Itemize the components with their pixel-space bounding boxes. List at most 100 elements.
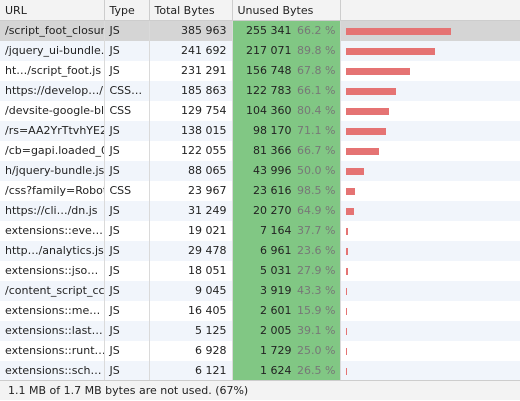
unused-bytes-value: 6 961: [238, 244, 292, 257]
table-row[interactable]: /cb=gapi.loaded_0 JS 122 055 81 366 66.7 %: [0, 141, 520, 161]
column-header-usage-visualization[interactable]: [340, 0, 520, 21]
type-cell: JS: [104, 341, 149, 361]
unused-bytes-cell: 2 601 15.9 %: [232, 301, 340, 321]
total-bytes-cell: 18 051: [149, 261, 232, 281]
url-cell[interactable]: /script_foot_closure: [0, 21, 104, 41]
url-cell[interactable]: ht…/script_foot.js: [0, 61, 104, 81]
table-row[interactable]: /rs=AA2YrTtvhYE2 JS 138 015 98 170 71.1 %: [0, 121, 520, 141]
url-cell[interactable]: extensions::last…: [0, 321, 104, 341]
total-bytes-cell: 19 021: [149, 221, 232, 241]
type-cell: JS: [104, 201, 149, 221]
table-row[interactable]: extensions::eve… JS 19 021 7 164 37.7 %: [0, 221, 520, 241]
table-row[interactable]: /content_script_cc JS 9 045 3 919 43.3 %: [0, 281, 520, 301]
type-cell: JS: [104, 261, 149, 281]
usage-bar-cell: [340, 341, 520, 361]
total-bytes-cell: 241 692: [149, 41, 232, 61]
usage-bar-cell: [340, 201, 520, 221]
total-bytes-cell: 23 967: [149, 181, 232, 201]
unused-bytes-value: 81 366: [238, 144, 292, 157]
usage-bar: [346, 268, 516, 275]
url-cell[interactable]: extensions::eve…: [0, 221, 104, 241]
url-cell[interactable]: /jquery_ui-bundle.js: [0, 41, 104, 61]
column-header-unused-bytes[interactable]: Unused Bytes: [232, 0, 340, 21]
usage-bar: [346, 108, 516, 115]
url-cell[interactable]: /content_script_cc: [0, 281, 104, 301]
unused-percent: 98.5 %: [292, 184, 336, 197]
type-cell: JS: [104, 161, 149, 181]
table-row[interactable]: ht…/script_foot.js JS 231 291 156 748 67.8 %: [0, 61, 520, 81]
usage-bar-cell: [340, 61, 520, 81]
usage-bar: [346, 348, 516, 355]
usage-bar-cell: [340, 21, 520, 41]
table-row[interactable]: https://develop…/CSS… 185 863 122 783 66.1 …: [0, 81, 520, 101]
type-cell: CSS: [104, 101, 149, 121]
usage-bar-cell: [340, 121, 520, 141]
unused-percent: 80.4 %: [292, 104, 336, 117]
type-cell: JS: [104, 221, 149, 241]
unused-bytes-cell: 98 170 71.1 %: [232, 121, 340, 141]
used-bytes-bar: [346, 208, 354, 215]
usage-bar: [346, 148, 516, 155]
table-row[interactable]: /jquery_ui-bundle.js JS 241 692 217 071 89.8…: [0, 41, 520, 61]
unused-bytes-cell: 156 748 67.8 %: [232, 61, 340, 81]
status-bar: 1.1 MB of 1.7 MB bytes are not used. (67…: [0, 380, 520, 400]
table-row[interactable]: /css?family=Roboto CSS 23 967 23 616 98.5 %: [0, 181, 520, 201]
usage-bar: [346, 308, 516, 315]
unused-percent: 26.5 %: [292, 364, 336, 377]
unused-percent: 66.7 %: [292, 144, 336, 157]
usage-bar: [346, 68, 516, 75]
usage-bar: [346, 28, 516, 35]
url-cell[interactable]: extensions::runt…: [0, 341, 104, 361]
url-cell[interactable]: extensions::me…: [0, 301, 104, 321]
url-cell[interactable]: h/jquery-bundle.js: [0, 161, 104, 181]
type-cell: CSS…: [104, 81, 149, 101]
unused-bytes-value: 43 996: [238, 164, 292, 177]
usage-bar-cell: [340, 221, 520, 241]
url-cell[interactable]: http…/analytics.js: [0, 241, 104, 261]
column-header-total-bytes[interactable]: Total Bytes: [149, 0, 232, 21]
table-row[interactable]: /devsite-google-bl CSS 129 754 104 360 80.4 …: [0, 101, 520, 121]
column-header-url[interactable]: URL: [0, 0, 104, 21]
url-cell[interactable]: /devsite-google-bl: [0, 101, 104, 121]
unused-percent: 15.9 %: [292, 304, 336, 317]
column-header-type[interactable]: Type: [104, 0, 149, 21]
url-cell[interactable]: /css?family=Roboto: [0, 181, 104, 201]
type-cell: JS: [104, 241, 149, 261]
unused-percent: 23.6 %: [292, 244, 336, 257]
table-row[interactable]: http…/analytics.js JS 29 478 6 961 23.6 %: [0, 241, 520, 261]
total-bytes-cell: 122 055: [149, 141, 232, 161]
usage-bar: [346, 328, 516, 335]
unused-bytes-cell: 6 961 23.6 %: [232, 241, 340, 261]
unused-bytes-cell: 1 624 26.5 %: [232, 361, 340, 381]
url-cell[interactable]: /rs=AA2YrTtvhYE2: [0, 121, 104, 141]
url-cell[interactable]: extensions::jso…: [0, 261, 104, 281]
unused-bytes-cell: 7 164 37.7 %: [232, 221, 340, 241]
usage-bar: [346, 368, 516, 375]
url-cell[interactable]: extensions::sch…: [0, 361, 104, 381]
url-cell[interactable]: https://develop…/: [0, 81, 104, 101]
table-row[interactable]: https://cli…/dn.js JS 31 249 20 270 64.9 %: [0, 201, 520, 221]
usage-bar: [346, 248, 516, 255]
type-cell: JS: [104, 121, 149, 141]
url-cell[interactable]: https://cli…/dn.js: [0, 201, 104, 221]
usage-bar-cell: [340, 261, 520, 281]
table-row[interactable]: /script_foot_closure JS 385 963 255 341 66.2…: [0, 21, 520, 41]
used-bytes-bar: [346, 28, 452, 35]
table-row[interactable]: extensions::jso… JS 18 051 5 031 27.9 %: [0, 261, 520, 281]
used-bytes-bar: [346, 88, 397, 95]
table-row[interactable]: extensions::last… JS 5 125 2 005 39.1 %: [0, 321, 520, 341]
unused-percent: 27.9 %: [292, 264, 336, 277]
usage-bar-cell: [340, 41, 520, 61]
usage-bar: [346, 48, 516, 55]
table-row[interactable]: extensions::sch… JS 6 121 1 624 26.5 %: [0, 361, 520, 381]
unused-bytes-value: 255 341: [238, 24, 292, 37]
url-cell[interactable]: /cb=gapi.loaded_0: [0, 141, 104, 161]
unused-percent: 43.3 %: [292, 284, 336, 297]
table-row[interactable]: extensions::runt… JS 6 928 1 729 25.0 %: [0, 341, 520, 361]
unused-bytes-value: 217 071: [238, 44, 292, 57]
unused-bytes-value: 5 031: [238, 264, 292, 277]
usage-bar-cell: [340, 361, 520, 381]
used-bytes-bar: [346, 168, 364, 175]
table-row[interactable]: extensions::me… JS 16 405 2 601 15.9 %: [0, 301, 520, 321]
table-row[interactable]: h/jquery-bundle.js JS 88 065 43 996 50.0 %: [0, 161, 520, 181]
